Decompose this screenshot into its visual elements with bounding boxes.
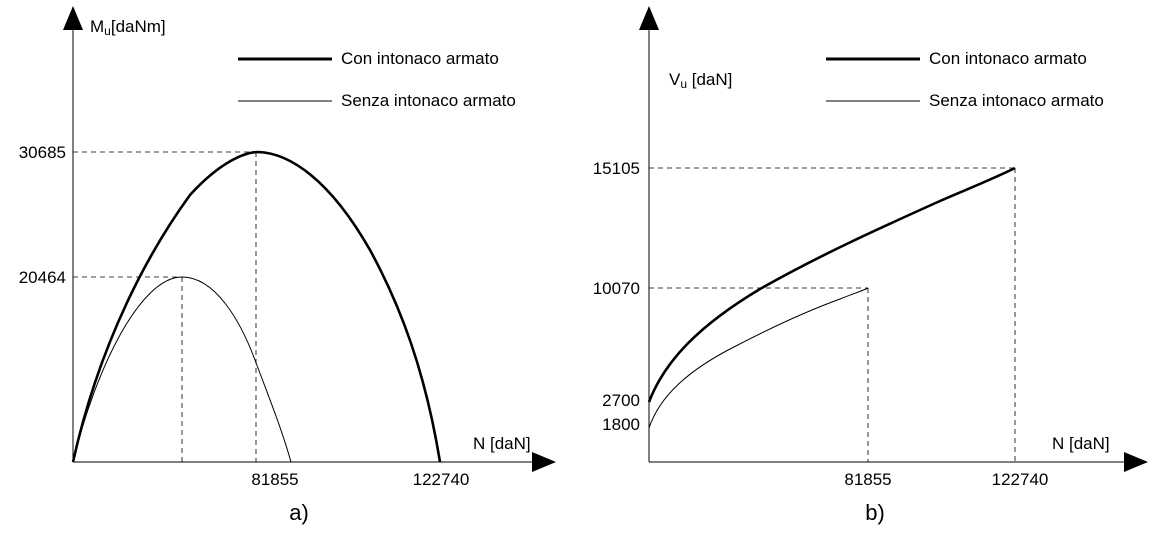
panel-b-x-tick-81855: 81855: [844, 470, 891, 489]
panel-a-x-label: N [daN]: [473, 434, 531, 453]
panel-b: Vu [daN] N [daN] Con intonaco armato Sen…: [593, 6, 1148, 525]
panel-b-legend-thick-label: Con intonaco armato: [929, 49, 1087, 68]
panel-a-y-arrow: [63, 6, 83, 30]
panel-a: Mu[daNm] N [daN] Con intonaco armato Sen…: [19, 6, 556, 525]
panel-a-y-label: Mu[daNm]: [90, 17, 166, 38]
panel-b-x-arrow: [1124, 452, 1148, 472]
panel-b-y-tick-2700: 2700: [602, 391, 640, 410]
panel-b-y-tick-10070: 10070: [593, 279, 640, 298]
panel-b-y-arrow: [639, 6, 659, 30]
panel-b-x-label: N [daN]: [1052, 434, 1110, 453]
panel-b-caption: b): [865, 500, 885, 525]
panel-a-series-con-intonaco: [71, 150, 442, 463]
panel-a-x-tick-122740: 122740: [413, 470, 470, 489]
panel-b-y-tick-15105: 15105: [593, 159, 640, 178]
panel-b-series-con-intonaco: [647, 166, 1016, 403]
panel-a-x-arrow: [532, 452, 556, 472]
panel-b-legend-thin-label: Senza intonaco armato: [929, 91, 1104, 110]
panel-b-series-senza-intonaco: [648, 287, 869, 429]
panel-a-caption: a): [289, 500, 309, 525]
panel-a-y-tick-30685: 30685: [19, 143, 66, 162]
panel-b-y-label: Vu [daN]: [669, 70, 732, 91]
panel-b-y-tick-1800: 1800: [602, 415, 640, 434]
panel-b-x-tick-122740: 122740: [992, 470, 1049, 489]
panel-a-y-tick-20464: 20464: [19, 268, 66, 287]
panel-a-series-senza-intonaco: [72, 276, 292, 463]
panel-a-x-tick-81855: 81855: [251, 470, 298, 489]
panel-a-legend-thick-label: Con intonaco armato: [341, 49, 499, 68]
panel-a-legend-thin-label: Senza intonaco armato: [341, 91, 516, 110]
